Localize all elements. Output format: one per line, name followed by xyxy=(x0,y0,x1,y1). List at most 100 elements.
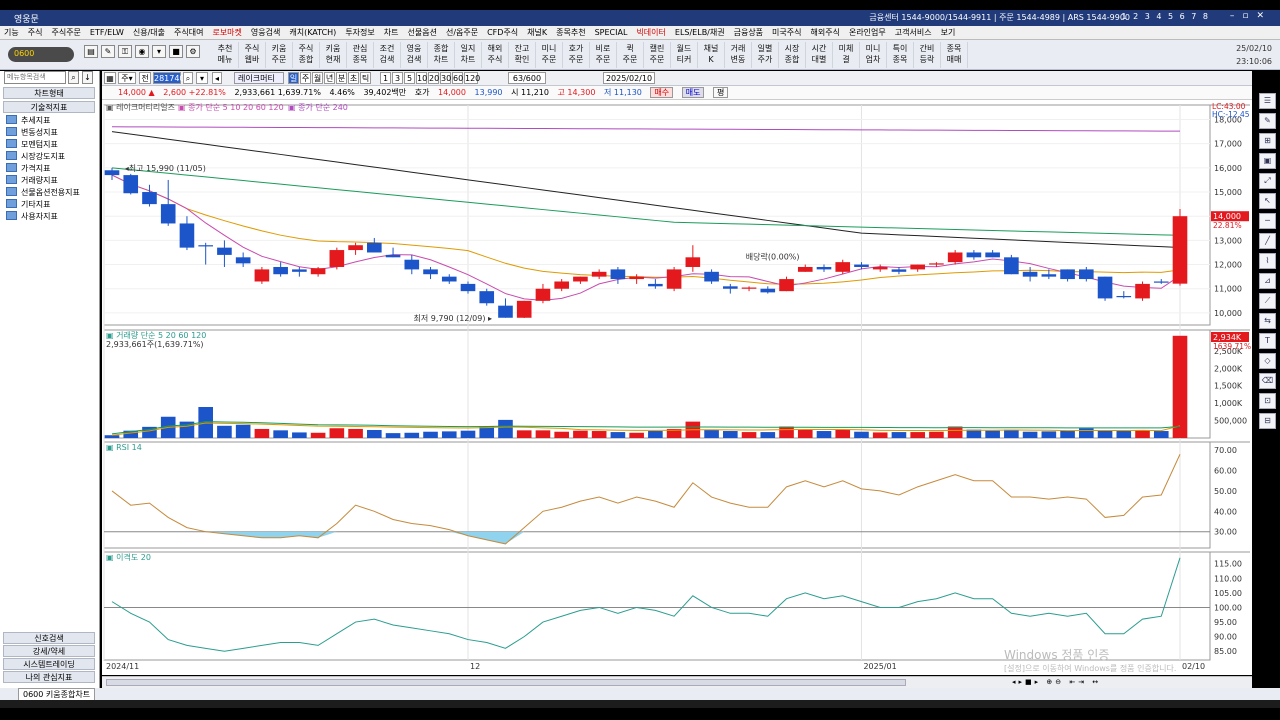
menu-item-1[interactable]: 주식 xyxy=(27,28,43,37)
scroll-thumb[interactable] xyxy=(106,679,906,686)
window-controls[interactable]: –▫✕ xyxy=(1229,11,1272,21)
drawing-tool-icon-0[interactable]: ☰ xyxy=(1259,93,1276,109)
toolbar-button-3[interactable]: 주식 종합 xyxy=(293,42,320,68)
menu-item-6[interactable]: 로보마켓 xyxy=(212,28,242,37)
drawing-tool-icon-12[interactable]: T xyxy=(1259,333,1276,349)
screen-number-combo[interactable]: 0600 xyxy=(8,47,74,62)
signal-search-tab[interactable]: 신호검색 xyxy=(3,632,95,644)
technical-indicator-header[interactable]: 기술적지표 xyxy=(3,101,95,113)
toolbar-button-4[interactable]: 키움 현재 xyxy=(320,42,347,68)
eval-button[interactable]: 평 xyxy=(713,87,729,98)
drawing-tool-icon-13[interactable]: ◇ xyxy=(1259,353,1276,369)
period-button-1[interactable]: 주 xyxy=(300,72,311,84)
grid-icon[interactable]: ▦ xyxy=(104,72,116,84)
menu-item-2[interactable]: 주식주문 xyxy=(51,28,81,37)
drawing-tool-icon-16[interactable]: ⊟ xyxy=(1259,413,1276,429)
prev-icon[interactable]: ◂ xyxy=(212,72,222,84)
drawing-tool-icon-4[interactable]: ⤢ xyxy=(1259,173,1276,189)
menu-item-13[interactable]: CFD주식 xyxy=(487,28,519,37)
interval-button-0[interactable]: 1 xyxy=(380,72,391,84)
menu-search-input[interactable] xyxy=(4,71,66,84)
drawing-tool-icon-6[interactable]: ─ xyxy=(1259,213,1276,229)
my-indicators-tab[interactable]: 나의 관심지표 xyxy=(3,671,95,683)
interval-button-3[interactable]: 10 xyxy=(416,72,428,84)
buy-button[interactable]: 매수 xyxy=(650,87,674,98)
toolbar-button-19[interactable]: 거래 변동 xyxy=(725,42,752,68)
toolbar-button-1[interactable]: 주식 웹바 xyxy=(239,42,266,68)
drawing-tool-icon-15[interactable]: ⊡ xyxy=(1259,393,1276,409)
count-input[interactable]: 63/600 xyxy=(508,72,546,84)
toolbar-button-10[interactable]: 해외 주식 xyxy=(482,42,509,68)
period-button-5[interactable]: 초 xyxy=(348,72,359,84)
interval-button-1[interactable]: 3 xyxy=(392,72,403,84)
dropdown-icon[interactable]: ▾ xyxy=(196,72,208,84)
indicator-folder-3[interactable]: 시장강도지표 xyxy=(6,151,65,163)
drawing-tool-icon-2[interactable]: ⊞ xyxy=(1259,133,1276,149)
drawing-tool-icon-10[interactable]: ⟋ xyxy=(1259,293,1276,309)
toolbar-button-13[interactable]: 호가 주문 xyxy=(563,42,590,68)
stock-code-input[interactable]: 281740 xyxy=(153,72,185,84)
toolbar-button-27[interactable]: 종목 매매 xyxy=(941,42,968,68)
menu-item-15[interactable]: 종목추천 xyxy=(556,28,586,37)
date-input[interactable]: 2025/02/10 xyxy=(603,72,655,84)
indicator-folder-4[interactable]: 가격지표 xyxy=(6,163,50,175)
stop-icon[interactable]: ■ xyxy=(169,45,183,58)
zoom-controls[interactable]: ◂▸■▸ ⊕⊖ ⇤⇥ ↔ xyxy=(1012,678,1102,686)
drawing-tool-icon-9[interactable]: ⊿ xyxy=(1259,273,1276,289)
chart-type-header[interactable]: 차트형태 xyxy=(3,87,95,99)
toolbar-button-6[interactable]: 조건 검색 xyxy=(374,42,401,68)
toolbar-button-0[interactable]: 추천 메뉴 xyxy=(212,42,239,68)
drawing-tool-icon-1[interactable]: ✎ xyxy=(1259,113,1276,129)
toolbar-button-26[interactable]: 간비 등락 xyxy=(914,42,941,68)
toolbar-button-21[interactable]: 시장 종합 xyxy=(779,42,806,68)
drawing-tool-icon-3[interactable]: ▣ xyxy=(1259,153,1276,169)
indicator-folder-8[interactable]: 사용자지표 xyxy=(6,211,58,223)
screen-pages[interactable]: 1 2 3 4 5 6 7 8 xyxy=(1121,12,1210,21)
menu-item-20[interactable]: 미국주식 xyxy=(772,28,802,37)
drawing-tool-icon-11[interactable]: ⇆ xyxy=(1259,313,1276,329)
menu-item-7[interactable]: 영웅검색 xyxy=(250,28,281,37)
menu-item-8[interactable]: 캐치(KATCH) xyxy=(289,28,337,37)
toolbar-button-24[interactable]: 미니 업차 xyxy=(860,42,887,68)
toolbar-button-22[interactable]: 시간 대별 xyxy=(806,42,833,68)
menu-item-9[interactable]: 투자정보 xyxy=(345,28,375,37)
gear-icon[interactable]: ⚙ xyxy=(186,45,200,58)
drawing-tool-icon-14[interactable]: ⌫ xyxy=(1259,373,1276,389)
toolbar-button-18[interactable]: 채널 K xyxy=(698,42,725,68)
toolbar-button-25[interactable]: 특이 종목 xyxy=(887,42,914,68)
toolbar-button-23[interactable]: 미체 결 xyxy=(833,42,860,68)
interval-button-4[interactable]: 20 xyxy=(428,72,440,84)
drawing-tool-icon-8[interactable]: ⌇ xyxy=(1259,253,1276,269)
menu-item-24[interactable]: 보기 xyxy=(940,28,956,37)
drawing-tool-icon-7[interactable]: ╱ xyxy=(1259,233,1276,249)
menu-item-23[interactable]: 고객서비스 xyxy=(894,28,932,37)
indicator-folder-5[interactable]: 거래량지표 xyxy=(6,175,58,187)
period-button-2[interactable]: 월 xyxy=(312,72,323,84)
chart-icon[interactable]: ▤ xyxy=(84,45,98,58)
period-button-6[interactable]: 틱 xyxy=(360,72,371,84)
stock-type-select[interactable]: 주▾ xyxy=(118,72,136,84)
toolbar-button-17[interactable]: 월드 티커 xyxy=(671,42,698,68)
toolbar-button-8[interactable]: 종합 차트 xyxy=(428,42,455,68)
menu-item-10[interactable]: 차트 xyxy=(383,28,399,37)
menu-item-4[interactable]: 신용/대출 xyxy=(132,28,165,37)
indicator-folder-0[interactable]: 추세지표 xyxy=(6,115,50,127)
toolbar-button-7[interactable]: 영웅 검색 xyxy=(401,42,428,68)
interval-button-2[interactable]: 5 xyxy=(404,72,415,84)
menu-item-12[interactable]: 선/옵주문 xyxy=(445,28,479,37)
search-icon[interactable]: ⌕ xyxy=(183,72,193,84)
interval-button-6[interactable]: 60 xyxy=(452,72,464,84)
indicator-folder-6[interactable]: 선물옵션전용지표 xyxy=(6,187,80,199)
toolbar-button-15[interactable]: 퀵 주문 xyxy=(617,42,644,68)
chart-scrollbar[interactable]: ◂▸■▸ ⊕⊖ ⇤⇥ ↔ xyxy=(102,676,1252,688)
menu-item-19[interactable]: 금융상품 xyxy=(733,28,764,37)
period-button-3[interactable]: 년 xyxy=(324,72,335,84)
down-icon[interactable]: ▾ xyxy=(152,45,166,58)
toolbar-button-16[interactable]: 캘린 주문 xyxy=(644,42,671,68)
all-button[interactable]: 전 xyxy=(139,72,151,84)
menu-item-17[interactable]: 빅데이터 xyxy=(636,28,666,37)
toolbar-button-20[interactable]: 일별 주가 xyxy=(752,42,779,68)
menu-item-16[interactable]: SPECIAL xyxy=(594,28,628,37)
arrow-down-icon[interactable]: ↓ xyxy=(82,71,93,84)
camera-icon[interactable]: ◉ xyxy=(135,45,149,58)
